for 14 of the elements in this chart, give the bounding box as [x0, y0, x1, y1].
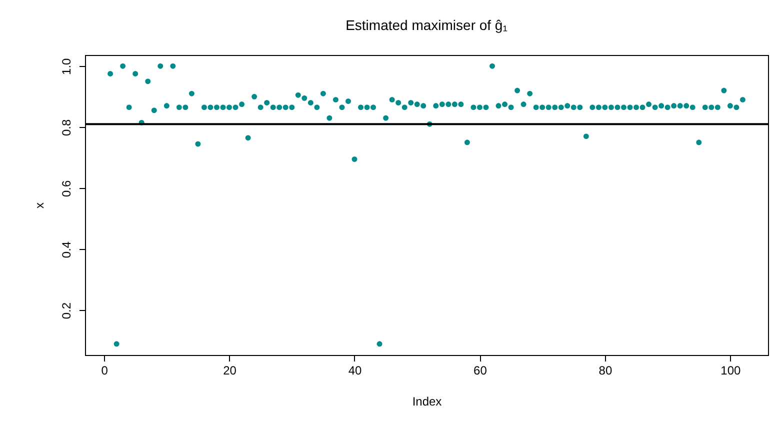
- x-tick-label: 60: [474, 364, 488, 378]
- y-axis-title: x: [32, 202, 46, 208]
- y-tick-label: 0.8: [60, 118, 74, 136]
- y-tick-label: 0.4: [60, 241, 74, 258]
- y-tick-label: 0.6: [60, 180, 74, 198]
- x-tick-label: 0: [101, 364, 108, 378]
- x-axis-title: Index: [412, 394, 442, 408]
- x-tick-label: 20: [223, 364, 237, 378]
- x-tick-label: 80: [598, 364, 612, 378]
- x-tick-label: 40: [348, 364, 362, 378]
- chart-title: Estimated maximiser of ĝ₁: [346, 17, 508, 33]
- y-tick-label: 1.0: [60, 58, 74, 75]
- x-tick-label: 100: [720, 364, 742, 378]
- y-tick-label: 0.2: [60, 302, 74, 320]
